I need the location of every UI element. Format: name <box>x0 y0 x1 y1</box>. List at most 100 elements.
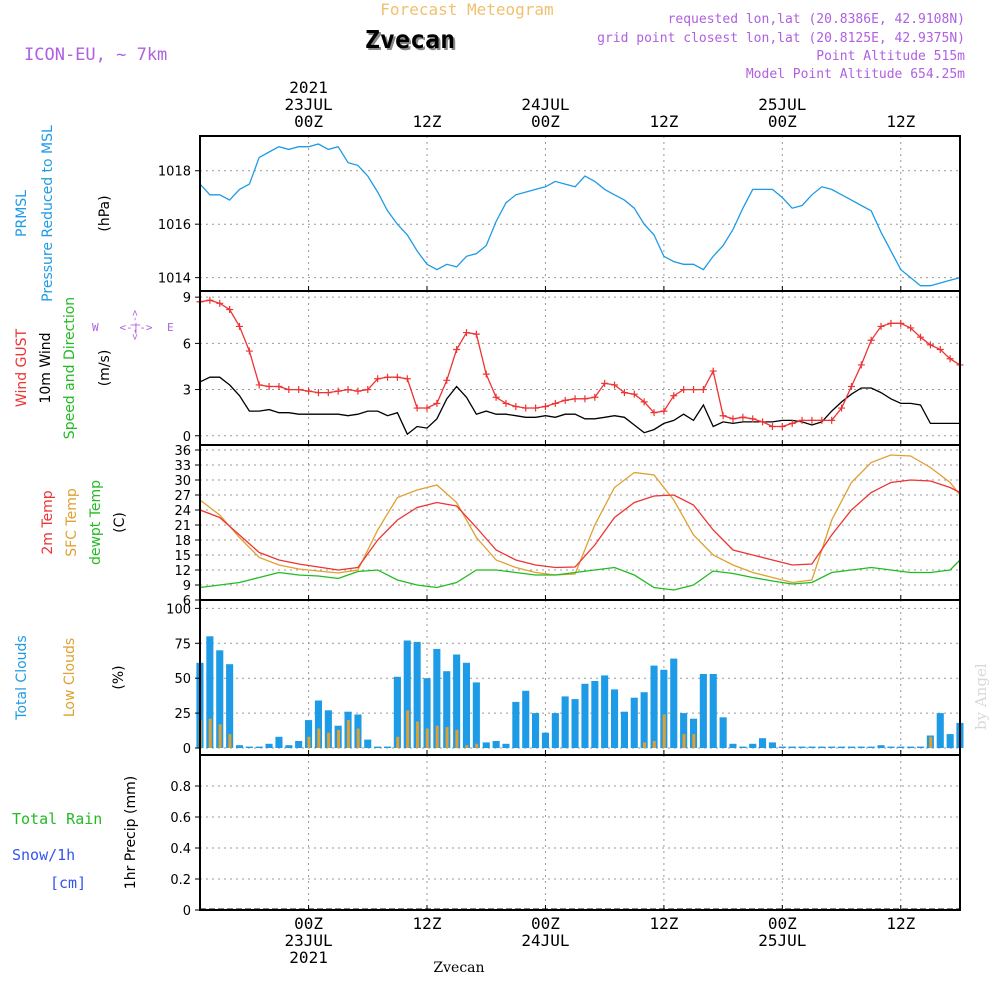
ytick-label-clouds: 50 <box>174 672 191 687</box>
wind-gust-marker <box>946 355 954 363</box>
ytick-label-wind: 0 <box>183 430 191 445</box>
time-label-bottom: 00Z <box>531 914 560 933</box>
total-cloud-bar <box>512 701 520 748</box>
ytick-label-pressure: 1016 <box>158 218 191 233</box>
total-cloud-bar <box>660 669 668 748</box>
low-cloud-bar <box>208 718 212 748</box>
wind-gust-marker <box>235 322 243 330</box>
time-label-top: 00Z <box>768 112 797 131</box>
low-cloud-bar <box>346 720 350 748</box>
temp-2m-line <box>199 479 961 571</box>
wind-gust-marker <box>601 379 609 387</box>
wind-gust-marker <box>472 330 480 338</box>
ytick-label-precip: 0.4 <box>170 842 191 857</box>
wind-gust-marker <box>285 386 293 394</box>
total-cloud-bar <box>828 746 836 748</box>
requested-coords: requested lon,lat (20.8386E, 42.9108N) <box>668 12 965 27</box>
wind-gust-marker <box>759 418 767 426</box>
ylabel-precip-2: [cm] <box>50 874 86 892</box>
low-cloud-bar <box>356 728 360 748</box>
yunit-precip: 1hr Precip (mm) <box>123 776 139 889</box>
compass-e: E <box>167 321 174 334</box>
wind-gust-marker <box>877 322 885 330</box>
wind-gust-marker <box>808 416 816 424</box>
total-cloud-bar <box>857 746 865 748</box>
low-cloud-bar <box>445 727 449 748</box>
total-cloud-bar <box>462 662 470 748</box>
panel-frame-wind <box>199 290 961 446</box>
low-cloud-bar <box>396 736 400 748</box>
total-cloud-bar <box>838 746 846 748</box>
time-label-top: 12Z <box>413 112 442 131</box>
total-cloud-bar <box>482 742 490 748</box>
wind-gust-marker <box>828 416 836 424</box>
total-cloud-bar <box>601 675 609 748</box>
ytick-label-temperature: 24 <box>174 504 191 519</box>
total-cloud-bar <box>739 746 747 748</box>
time-label-top: 23JUL <box>284 95 332 114</box>
ytick-label-temperature: 9 <box>183 579 191 594</box>
low-cloud-bar <box>692 734 696 749</box>
total-cloud-bar <box>877 745 885 748</box>
wind-gust-marker <box>206 296 214 304</box>
compass-rose: W <-|-> E <-|-> <box>92 310 174 340</box>
total-cloud-bar <box>551 713 559 748</box>
total-cloud-bar <box>403 640 411 748</box>
total-cloud-bar <box>265 743 273 748</box>
wind-gust-marker <box>917 333 925 341</box>
wind-speed-line <box>199 376 960 436</box>
ylabel-temperature-2: dewpt Temp <box>88 480 104 565</box>
wind-gust-marker <box>867 336 875 344</box>
total-cloud-bar <box>690 718 698 748</box>
total-cloud-bar <box>305 720 313 748</box>
wind-gust-marker <box>709 367 717 375</box>
footer-location: Zvecan <box>433 960 484 976</box>
time-label-top: 00Z <box>294 112 323 131</box>
ylabel-wind-2: Speed and Direction <box>62 297 78 439</box>
ylabel-clouds-1: Low Clouds <box>62 638 78 717</box>
ytick-label-temperature: 15 <box>174 549 191 564</box>
low-cloud-bar <box>455 729 459 749</box>
temp-sfc-line <box>199 454 961 584</box>
ylabel-wind-0: Wind GUST <box>14 328 30 407</box>
ytick-label-temperature: 30 <box>174 474 191 489</box>
low-cloud-bar <box>435 725 439 748</box>
panel-frame-temperature <box>199 444 961 601</box>
total-cloud-bar <box>670 658 678 748</box>
wind-gust-marker <box>630 390 638 398</box>
total-cloud-bar <box>433 648 441 748</box>
total-cloud-bar <box>917 746 925 748</box>
wind-gust-marker <box>690 386 698 394</box>
wind-gust-marker <box>255 381 263 389</box>
total-cloud-bar <box>611 689 619 748</box>
wind-gust-marker <box>265 382 273 390</box>
total-cloud-bar <box>847 746 855 748</box>
wind-gust-marker <box>324 389 332 397</box>
total-cloud-bar <box>374 746 382 748</box>
wind-gust-marker <box>403 375 411 383</box>
total-cloud-bar <box>324 710 332 748</box>
ylabel-pressure-0: PRMSL <box>14 190 30 237</box>
wind-gust-line <box>199 299 961 428</box>
wind-gust-marker <box>719 412 727 420</box>
total-cloud-bar <box>719 717 727 748</box>
time-label-bottom: 25JUL <box>758 931 806 950</box>
wind-gust-marker <box>245 347 253 355</box>
total-cloud-bar <box>443 671 451 748</box>
wind-gust-marker <box>275 382 283 390</box>
total-cloud-bar <box>887 746 895 748</box>
low-cloud-bar <box>662 714 666 748</box>
wind-gust-marker <box>482 370 490 378</box>
wind-gust-marker <box>453 346 461 354</box>
total-cloud-bar <box>216 650 224 748</box>
time-label-bottom: 00Z <box>294 914 323 933</box>
time-label-top: 24JUL <box>521 95 569 114</box>
grid-layer <box>200 136 960 911</box>
wind-gust-marker <box>887 319 895 327</box>
wind-gust-marker <box>591 393 599 401</box>
low-cloud-bar <box>406 710 410 748</box>
time-label-bottom: 2021 <box>289 948 328 967</box>
total-cloud-bar <box>778 746 786 748</box>
total-cloud-bar <box>699 674 707 748</box>
wind-gust-marker <box>354 387 362 395</box>
